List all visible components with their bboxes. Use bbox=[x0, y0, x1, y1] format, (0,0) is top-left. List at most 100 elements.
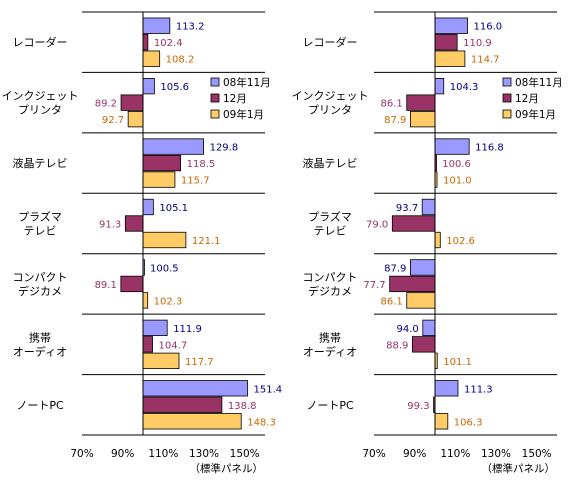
category-label: インクジェット bbox=[292, 90, 369, 103]
data-label: 77.7 bbox=[363, 280, 385, 291]
data-label: 100.5 bbox=[150, 263, 179, 274]
data-label: 118.5 bbox=[187, 159, 216, 170]
bar-09年1月 bbox=[409, 110, 436, 128]
data-label: 151.4 bbox=[254, 384, 283, 395]
bar-12月 bbox=[142, 154, 182, 172]
data-label: 105.1 bbox=[159, 203, 188, 214]
data-label: 86.1 bbox=[380, 99, 402, 110]
bar-08年11月 bbox=[142, 138, 204, 155]
chart-panel-2: 70% 90% 110% 130% 150% （標準パネル） レコーダー 116.0 110.9… bbox=[292, 11, 563, 475]
category-label: プリンタ bbox=[308, 104, 352, 117]
bar-08年11月 bbox=[142, 77, 155, 95]
data-label: 101.0 bbox=[443, 176, 472, 187]
bar-12月 bbox=[391, 215, 436, 232]
data-label: 116.0 bbox=[474, 22, 503, 33]
legend: 08年11月 12月 09年1月 bbox=[210, 76, 271, 121]
data-label: 104.7 bbox=[159, 340, 188, 351]
bar-09年1月 bbox=[142, 171, 176, 188]
data-label: 87.9 bbox=[384, 263, 406, 274]
data-label: 115.7 bbox=[181, 176, 210, 187]
data-label: 113.2 bbox=[176, 22, 205, 33]
data-label: 116.8 bbox=[475, 143, 504, 154]
data-label: 102.3 bbox=[154, 296, 183, 307]
bar-08年11月 bbox=[142, 319, 168, 337]
bar-12月 bbox=[412, 336, 436, 353]
bar-08年11月 bbox=[142, 380, 248, 397]
category-label: ノートPC bbox=[16, 399, 64, 412]
category-label: レコーダー bbox=[303, 35, 358, 49]
category-label: プラズマ bbox=[18, 210, 62, 224]
bar-12月 bbox=[120, 275, 144, 293]
data-label: 111.3 bbox=[464, 384, 493, 395]
category-label: プラズマ bbox=[308, 210, 352, 224]
bar-09年1月 bbox=[434, 413, 449, 430]
data-label: 91.3 bbox=[99, 220, 121, 231]
bar-12月 bbox=[142, 336, 153, 353]
bar-12月 bbox=[389, 275, 436, 293]
data-label: 99.3 bbox=[407, 401, 429, 412]
x-tick-label: 90% bbox=[111, 448, 134, 460]
legend-label: 09年1月 bbox=[515, 108, 556, 121]
bar-12月 bbox=[406, 94, 436, 111]
bar-12月 bbox=[120, 94, 144, 111]
data-label: 105.6 bbox=[160, 82, 189, 93]
bar-09年1月 bbox=[142, 50, 161, 67]
data-label: 110.9 bbox=[463, 38, 492, 49]
category-label: 携帯 bbox=[319, 330, 341, 344]
data-label: 93.7 bbox=[396, 203, 418, 214]
bar-12月 bbox=[434, 34, 458, 51]
category-label: 液晶テレビ bbox=[303, 156, 358, 170]
category-label: コンパクト bbox=[13, 271, 68, 284]
bar-09年1月 bbox=[142, 413, 242, 430]
x-axis-label: （標準パネル） bbox=[482, 462, 556, 475]
data-label: 92.7 bbox=[102, 115, 124, 126]
category-label: 携帯 bbox=[29, 330, 51, 344]
legend-swatch bbox=[502, 77, 512, 87]
data-label: 148.3 bbox=[247, 417, 276, 428]
category-label: テレビ bbox=[24, 225, 57, 238]
legend-label: 08年11月 bbox=[515, 76, 563, 89]
data-label: 102.6 bbox=[446, 236, 475, 247]
category-label: テレビ bbox=[314, 225, 347, 238]
category-label: ノートPC bbox=[306, 399, 354, 412]
x-tick-label: 110% bbox=[440, 448, 470, 460]
bar-08年11月 bbox=[434, 17, 468, 34]
bar-08年11月 bbox=[434, 138, 470, 155]
legend-swatch bbox=[210, 77, 220, 87]
data-label: 104.3 bbox=[450, 82, 479, 93]
data-label: 94.0 bbox=[397, 324, 419, 335]
bar-12月 bbox=[142, 396, 223, 413]
data-label: 89.1 bbox=[95, 280, 117, 291]
data-label: 114.7 bbox=[471, 55, 500, 66]
x-tick-label: 70% bbox=[70, 448, 93, 460]
x-tick-label: 150% bbox=[522, 448, 552, 460]
bar-12月 bbox=[142, 34, 149, 51]
data-label: 106.3 bbox=[454, 417, 483, 428]
bar-09年1月 bbox=[434, 50, 466, 67]
legend: 08年11月 12月 09年1月 bbox=[502, 76, 563, 121]
legend-swatch bbox=[502, 109, 512, 119]
x-tick-label: 70% bbox=[362, 448, 385, 460]
x-tick-label: 90% bbox=[403, 448, 426, 460]
bar-12月 bbox=[124, 215, 144, 232]
data-label: 117.7 bbox=[185, 357, 214, 368]
legend-label: 09年1月 bbox=[223, 108, 264, 121]
data-label: 87.9 bbox=[384, 115, 406, 126]
bar-08年11月 bbox=[422, 319, 436, 337]
data-label: 101.1 bbox=[443, 357, 472, 368]
data-label: 111.9 bbox=[173, 324, 202, 335]
data-label: 102.4 bbox=[154, 38, 183, 49]
category-label: デジカメ bbox=[18, 284, 62, 298]
x-tick-label: 110% bbox=[148, 448, 178, 460]
category-label: オーディオ bbox=[303, 344, 357, 358]
legend-swatch bbox=[210, 109, 220, 119]
legend-label: 12月 bbox=[515, 93, 539, 105]
data-label: 121.1 bbox=[192, 236, 221, 247]
bar-09年1月 bbox=[434, 231, 441, 249]
data-label: 88.9 bbox=[386, 340, 408, 351]
legend-swatch bbox=[502, 93, 512, 103]
legend-swatch bbox=[210, 93, 220, 103]
bar-09年1月 bbox=[142, 231, 187, 249]
data-label: 138.8 bbox=[228, 401, 257, 412]
